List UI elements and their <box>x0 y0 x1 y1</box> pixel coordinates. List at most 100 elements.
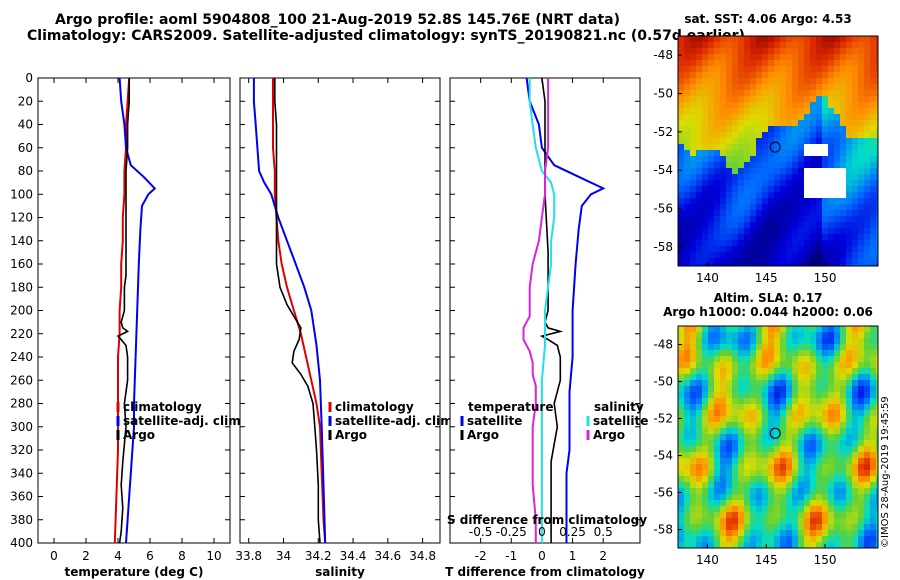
map-cell <box>714 132 721 139</box>
map-cell <box>798 174 805 181</box>
map-cell <box>822 216 829 223</box>
map-cell <box>798 42 805 49</box>
map-cell <box>750 126 757 133</box>
depth-tick-label: 60 <box>18 141 33 155</box>
map-cell <box>678 216 685 223</box>
map-cell <box>876 494 878 501</box>
map-cell <box>816 210 823 217</box>
map-cell <box>858 458 865 465</box>
map-cell <box>738 368 745 375</box>
map-cell <box>708 350 715 357</box>
map-cell <box>720 416 727 423</box>
map-cell <box>726 434 733 441</box>
map-cell <box>840 162 847 169</box>
map-cell <box>744 144 751 151</box>
map-cell <box>864 192 871 199</box>
map-cell <box>816 488 823 495</box>
map-cell <box>864 476 871 483</box>
map-y-tick-label: -48 <box>653 48 673 62</box>
map-cell <box>786 506 793 513</box>
map-cell <box>876 174 878 181</box>
map-cell <box>840 54 847 61</box>
map-cell <box>804 180 811 187</box>
map-cell <box>804 198 811 205</box>
map-cell <box>684 186 691 193</box>
map-cell <box>798 356 805 363</box>
map-cell <box>780 398 787 405</box>
map-cell <box>822 42 829 49</box>
map-cell <box>750 216 757 223</box>
map-cell <box>822 204 829 211</box>
map-cells <box>678 36 878 266</box>
map-cell <box>822 344 829 351</box>
map-cell <box>696 264 703 266</box>
map-cell <box>732 54 739 61</box>
map-cell <box>684 252 691 259</box>
map-cell <box>870 198 877 205</box>
map-cell <box>870 66 877 73</box>
map-cell <box>678 404 685 411</box>
map-cell <box>696 332 703 339</box>
map-cell <box>798 476 805 483</box>
map-cell <box>714 60 721 67</box>
map-cell <box>732 536 739 543</box>
map-cell <box>738 204 745 211</box>
map-cell <box>768 258 775 265</box>
map-cell <box>768 228 775 235</box>
x-tick-label: 34 <box>276 549 291 563</box>
map-cell <box>702 156 709 163</box>
map-cell <box>702 150 709 157</box>
map-cell <box>678 512 685 519</box>
map-cell <box>870 186 877 193</box>
map-cell <box>684 398 691 405</box>
map-cell <box>876 132 878 139</box>
map-cell <box>876 180 878 187</box>
map-cell <box>834 530 841 537</box>
map-cell <box>684 332 691 339</box>
map-cell <box>774 42 781 49</box>
map-cell <box>774 90 781 97</box>
map-cell <box>702 482 709 489</box>
map-cell <box>858 168 865 175</box>
map-cell <box>726 174 733 181</box>
map-cell <box>750 54 757 61</box>
map-cell <box>810 54 817 61</box>
map-cell <box>774 392 781 399</box>
map-cell <box>852 156 859 163</box>
map-cell <box>810 48 817 55</box>
map-cell <box>774 500 781 507</box>
map-cell <box>822 518 829 525</box>
map-cell <box>702 78 709 85</box>
map-cell <box>846 264 853 266</box>
map-cell <box>840 380 847 387</box>
map-cell <box>750 192 757 199</box>
map-cell <box>708 264 715 266</box>
map-cell <box>828 398 835 405</box>
map-cell <box>804 72 811 79</box>
map-cell <box>864 422 871 429</box>
map-cell <box>684 150 691 157</box>
map-cell <box>804 428 811 435</box>
map-cell <box>750 404 757 411</box>
map-cell <box>780 452 787 459</box>
map-cell <box>714 506 721 513</box>
map-cell <box>816 126 823 133</box>
map-cell <box>696 506 703 513</box>
map-cell <box>726 150 733 157</box>
map-cell <box>690 228 697 235</box>
map-cell <box>678 362 685 369</box>
map-cell <box>726 60 733 67</box>
map-cell <box>828 90 835 97</box>
map-cell <box>816 362 823 369</box>
map-cell <box>714 246 721 253</box>
map-cell <box>702 536 709 543</box>
map-cell <box>750 84 757 91</box>
map-cell <box>840 186 847 193</box>
map-cell <box>720 536 727 543</box>
map-cell <box>738 362 745 369</box>
map-cell <box>726 186 733 193</box>
map-cell <box>870 150 877 157</box>
map-cell <box>720 48 727 55</box>
map-cell <box>786 488 793 495</box>
